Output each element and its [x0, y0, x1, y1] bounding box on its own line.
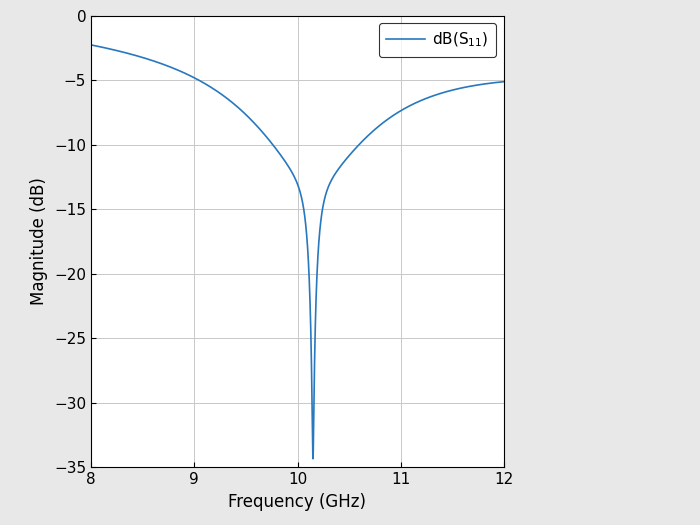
Y-axis label: Magnitude (dB): Magnitude (dB): [31, 177, 48, 306]
Legend: dB(S$_{11}$): dB(S$_{11}$): [379, 24, 496, 57]
X-axis label: Frequency (GHz): Frequency (GHz): [228, 492, 367, 511]
